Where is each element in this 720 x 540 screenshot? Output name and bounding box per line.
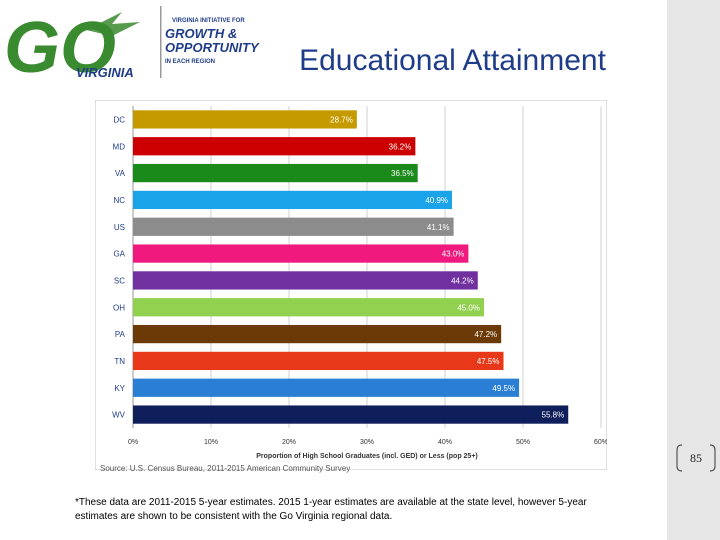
bar <box>133 351 504 371</box>
bar <box>133 190 453 210</box>
x-tick-label: 30% <box>360 439 374 446</box>
x-tick-label: 0% <box>128 439 138 446</box>
data-label: 44.2% <box>451 276 474 285</box>
data-label: 28.7% <box>330 115 353 124</box>
x-tick-label: 40% <box>438 439 452 446</box>
logo-region-line: IN EACH REGION <box>165 59 215 65</box>
data-label: 36.2% <box>389 142 412 151</box>
category-label: GA <box>113 250 125 259</box>
category-label: WV <box>112 411 126 420</box>
x-tick-label: 10% <box>204 439 218 446</box>
bar <box>133 378 520 397</box>
footnote: *These data are 2011-2015 5-year estimat… <box>75 497 587 522</box>
data-label: 47.5% <box>477 357 500 366</box>
category-label: DC <box>113 115 125 124</box>
logo-opportunity: OPPORTUNITY <box>165 40 260 55</box>
attainment-bar-chart: 0% 10% 20% 30% 40% 50% 60% Proportion of High S… <box>95 100 607 470</box>
category-label: SC <box>114 276 125 285</box>
bar <box>133 405 569 424</box>
data-label: 45.0% <box>457 303 480 312</box>
x-axis-label: Proportion of High School Graduates (inc… <box>256 453 478 460</box>
logo-initiative-line: VIRGINIA INITIATIVE FOR <box>172 18 245 24</box>
logo-growth: GROWTH & <box>165 26 237 41</box>
logo-go-text: GO <box>4 8 116 85</box>
bar <box>133 298 484 317</box>
category-label: MD <box>113 142 126 151</box>
logo-virginia-text: VIRGINIA <box>76 65 134 80</box>
data-label: 43.0% <box>442 250 465 259</box>
right-sidebar-band <box>667 0 720 540</box>
chart-source: Source: U.S. Census Bureau, 2011-2015 Am… <box>100 464 351 473</box>
bar <box>133 163 418 183</box>
data-label: 47.2% <box>474 330 497 339</box>
page-title: Educational Attainment <box>299 44 606 77</box>
data-label: 40.9% <box>425 196 448 205</box>
bar <box>133 137 416 156</box>
category-label: PA <box>115 330 126 339</box>
data-label: 55.8% <box>542 411 565 420</box>
x-tick-label: 60% <box>594 439 607 446</box>
bar <box>133 217 454 236</box>
category-label: NC <box>113 196 125 205</box>
page-number-brackets <box>676 444 716 472</box>
bar <box>133 244 469 263</box>
data-label: 49.5% <box>492 384 515 393</box>
bar <box>133 110 357 129</box>
logo-divider <box>160 6 162 78</box>
go-virginia-logo: GO VIRGINIA VIRGINIA INITIATIVE FOR GROW… <box>4 6 260 85</box>
category-label: OH <box>113 303 125 312</box>
category-label: US <box>114 223 125 232</box>
data-label: 41.1% <box>427 223 450 232</box>
page-number: 85 <box>690 451 702 465</box>
bar <box>133 271 478 290</box>
logo-arrow-icon <box>86 12 140 36</box>
category-label: TN <box>114 357 125 366</box>
category-label: VA <box>115 169 126 178</box>
x-tick-label: 20% <box>282 439 296 446</box>
x-tick-label: 50% <box>516 439 530 446</box>
data-label: 36.5% <box>391 169 414 178</box>
category-label: KY <box>114 384 125 393</box>
bar <box>133 324 502 344</box>
